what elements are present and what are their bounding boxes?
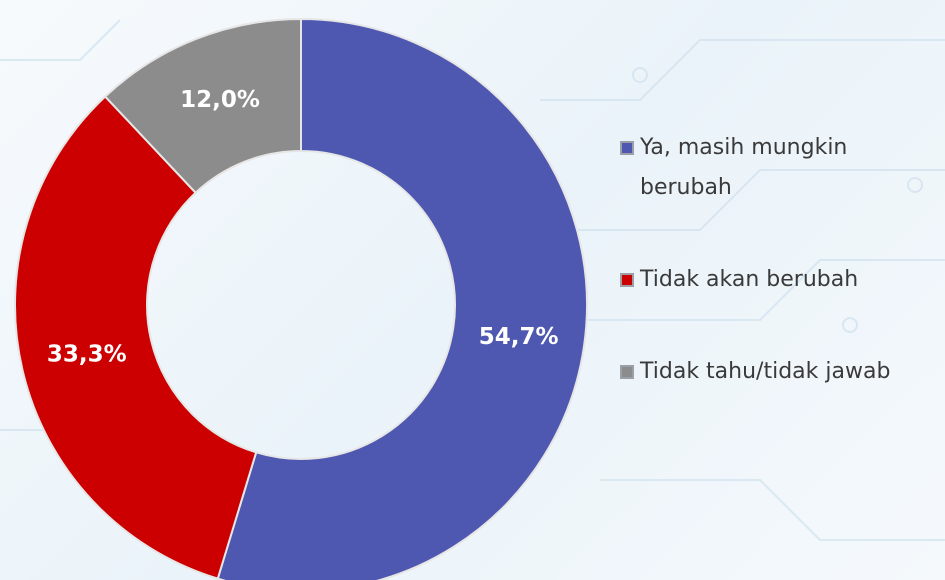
legend-label: Tidak akan berubah [640, 267, 859, 292]
data-label: 12,0% [180, 87, 260, 113]
donut-slice [14, 95, 258, 580]
legend-swatch [620, 141, 634, 155]
legend: Ya, masih mungkin berubah Tidak akan beru… [620, 128, 940, 444]
data-label: 54,7% [479, 324, 559, 350]
legend-swatch [620, 273, 634, 287]
legend-item: Tidak tahu/tidak jawab [620, 352, 940, 392]
legend-item: Tidak akan berubah [620, 260, 940, 300]
donut-slice [216, 17, 588, 580]
legend-label: Ya, masih mungkin berubah [640, 135, 848, 200]
legend-label: Tidak tahu/tidak jawab [640, 359, 891, 384]
legend-swatch [620, 365, 634, 379]
data-label: 33,3% [47, 342, 127, 368]
donut: 54,7% 33,3% 12,0% [14, 17, 588, 580]
donut-slice [103, 17, 302, 195]
legend-item: Ya, masih mungkin berubah [620, 128, 940, 208]
